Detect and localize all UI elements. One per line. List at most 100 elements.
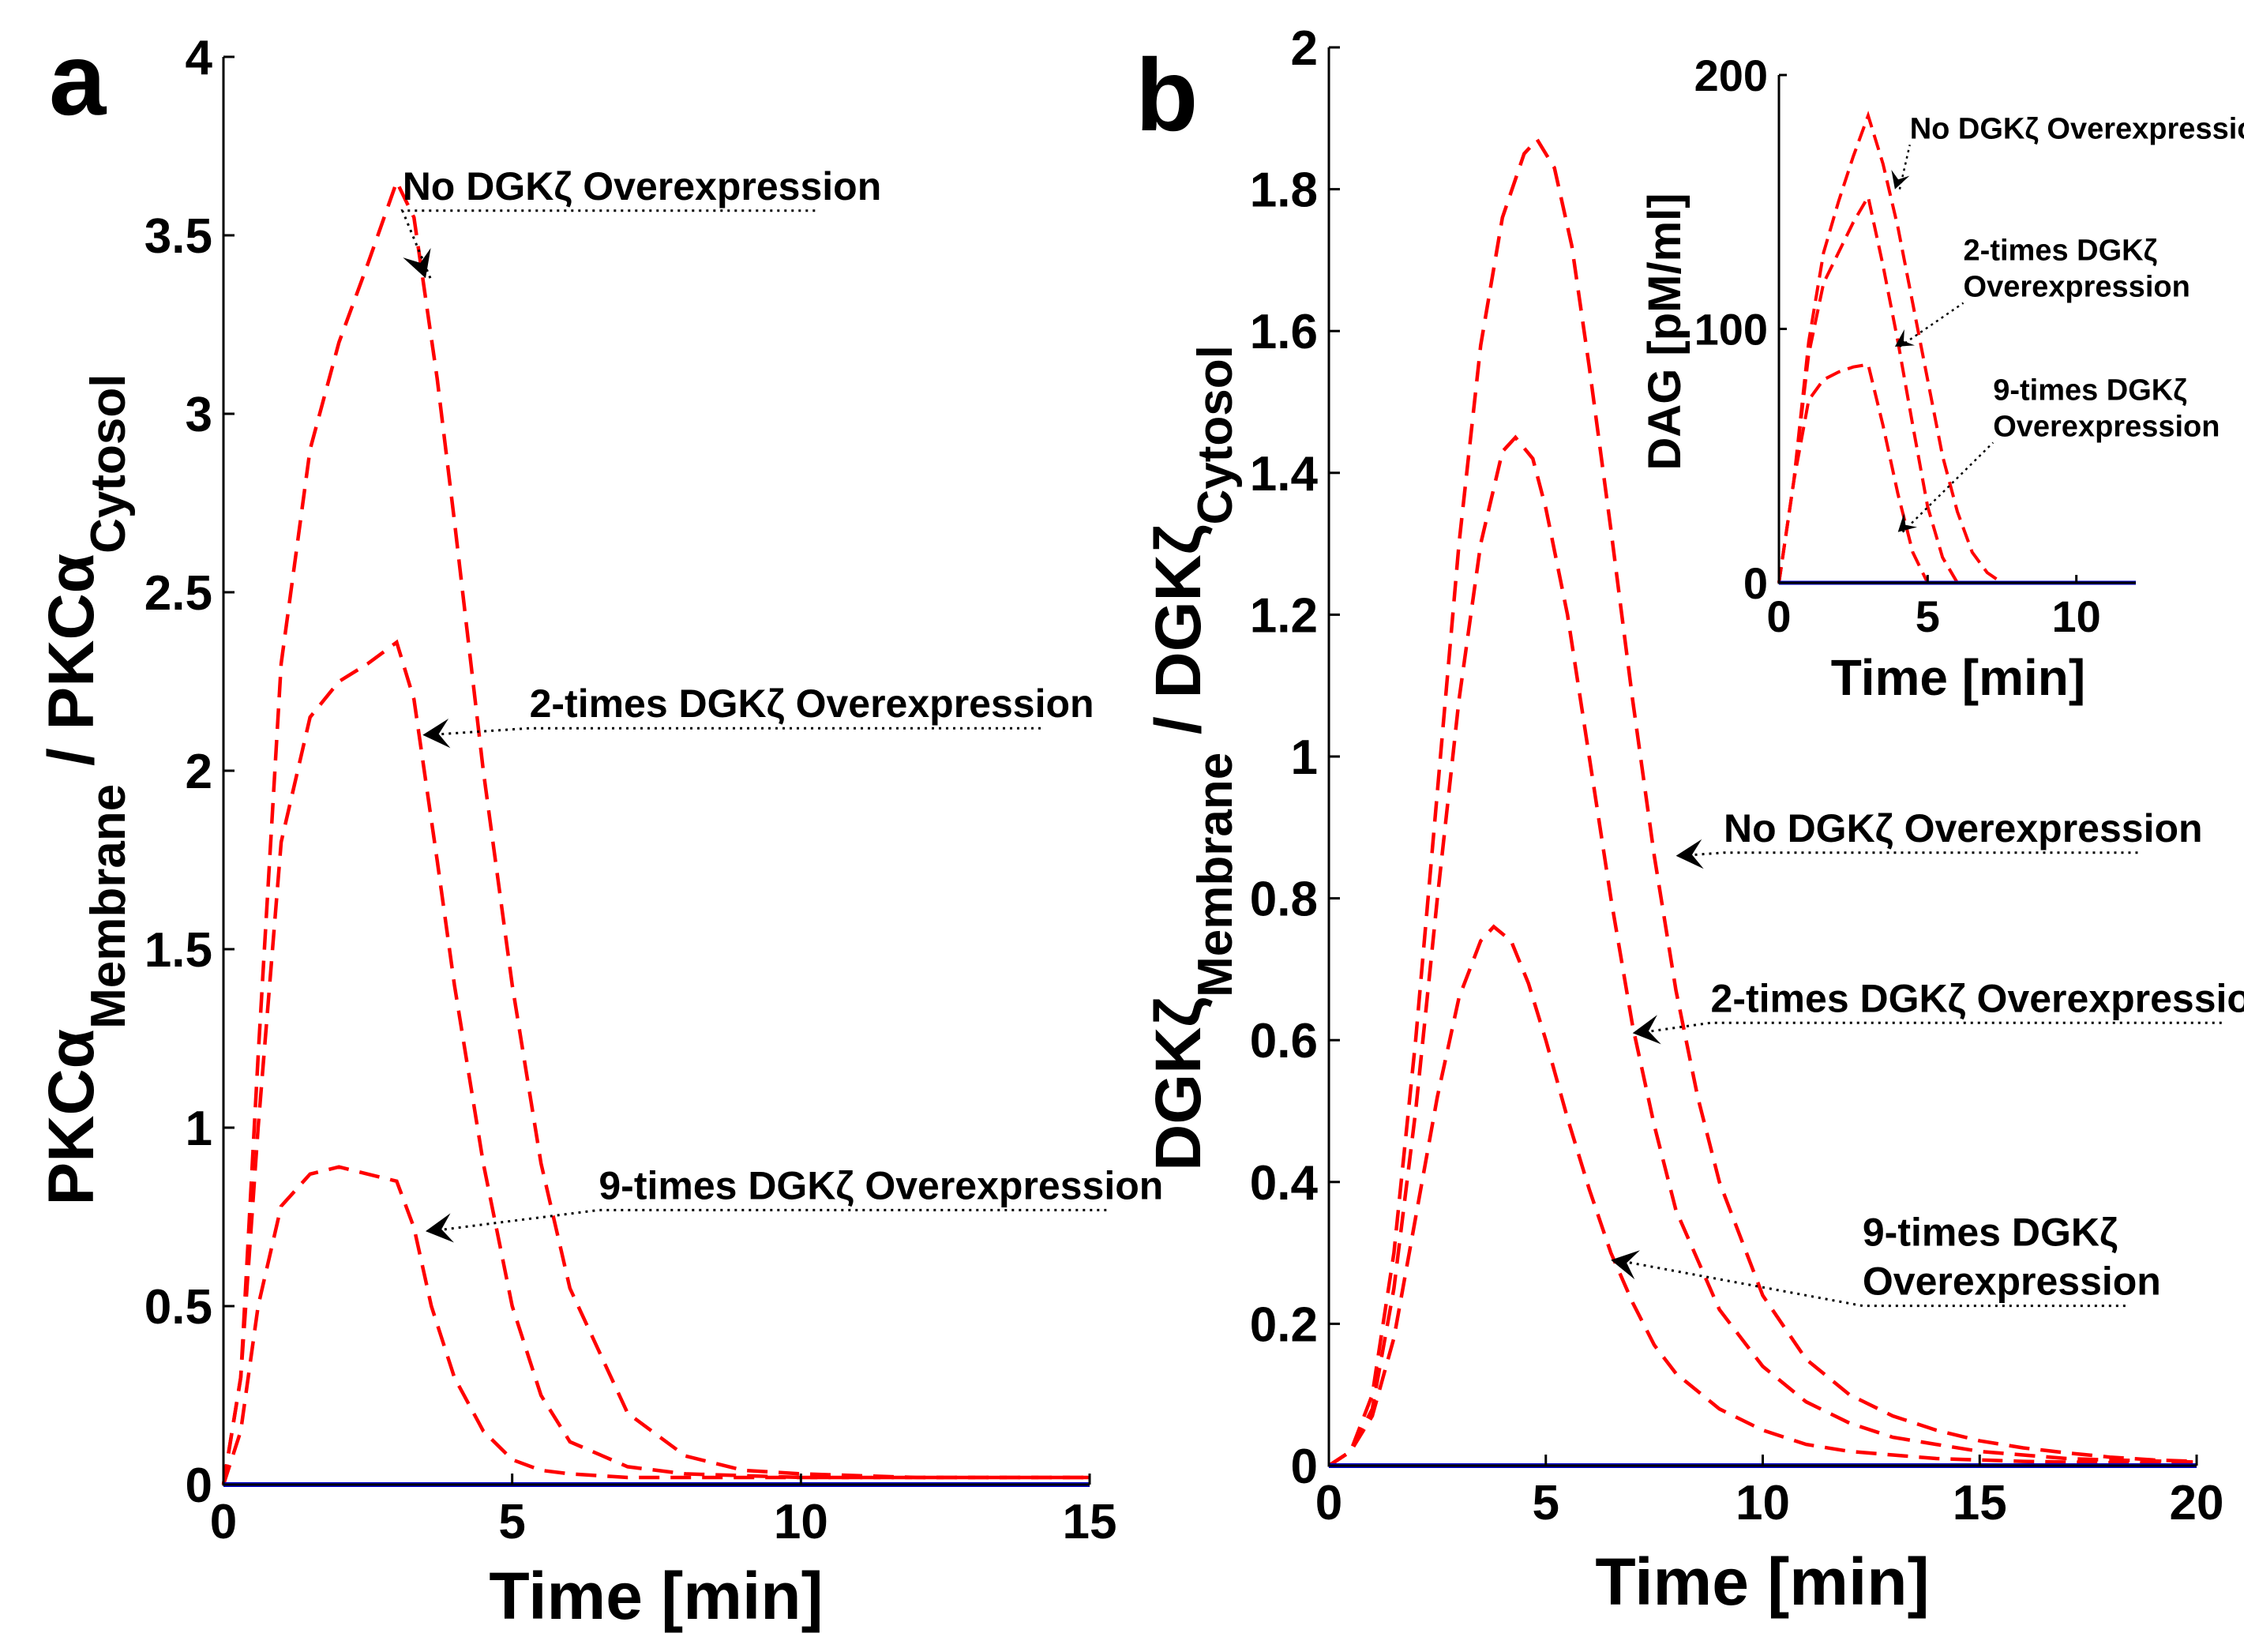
- panel-a-series-9-times-dgk-overexpression: [221, 1165, 1090, 1485]
- panel-b-y-tick-label: 0.8: [1250, 873, 1318, 927]
- panel-b-ylabel-main1: DGKζ: [1143, 997, 1214, 1171]
- panel-a-x-tick-label: 0: [210, 1495, 237, 1549]
- inset-y-tick-label: 100: [1694, 305, 1768, 355]
- panel-a-y-axis-title: PKCαMembrane / PKCαCytosol: [36, 374, 136, 1206]
- inset-annotation-line: Overexpression: [1993, 411, 2220, 444]
- panel-a-annotations: No DGKζ Overexpression 2-times DGKζ Overe…: [400, 164, 1163, 1243]
- panel-b-annotation-no-dgk-overexpression: No DGKζ Overexpression: [1724, 806, 2203, 850]
- panel-b-x-axis-title: Time [min]: [1595, 1545, 1929, 1619]
- panel-b-y-tick-label: 1.6: [1250, 305, 1318, 359]
- panel-b-series-2-times-dgk-overexpression: [1327, 434, 2197, 1467]
- panel-a-ylabel-sub2: Cytosol: [81, 374, 136, 554]
- inset-x-tick-label: 5: [1916, 591, 1940, 641]
- inset-y-ticks: 0 100 200: [1694, 51, 1787, 608]
- inset-annotation-line: 9-times DGKζ: [1993, 374, 2187, 407]
- panel-b-y-tick-label: 0.2: [1250, 1297, 1318, 1352]
- panel-b-x-tick-label: 10: [1736, 1476, 1790, 1530]
- panel-a-y-tick-label: 1.5: [144, 923, 212, 978]
- panel-a-annotation-arrow: [422, 719, 451, 749]
- inset-annotation-leader: [1899, 302, 1964, 348]
- panel-b-y-tick-label: 1: [1291, 730, 1318, 785]
- inset-background: [1777, 71, 2140, 592]
- panel-a-y-tick-label: 0.5: [144, 1280, 212, 1335]
- panel-a-y-tick-label: 0: [186, 1459, 212, 1513]
- inset-x-tick-label: 0: [1766, 591, 1791, 641]
- panel-b-annotation-arrow: [1632, 1015, 1661, 1045]
- inset-y-tick-label: 0: [1743, 558, 1768, 608]
- panel-b-y-tick-label: 0.4: [1250, 1156, 1319, 1211]
- panel-a-y-tick-label: 3: [186, 388, 212, 442]
- panel-b-annotation-leader: [1680, 851, 2141, 858]
- panel-a-series-no-dgk-overexpression: [221, 177, 1090, 1485]
- panel-a-y-tick-label: 3.5: [144, 209, 212, 264]
- panel-b-annotation-2-times-dgk-overexpression: 2-times DGKζ Overexpression: [1711, 976, 2244, 1020]
- panel-b-annotation-arrow: [1675, 839, 1704, 869]
- panel-a-x-axis-title: Time [min]: [489, 1559, 823, 1633]
- panel-b-y-tick-label: 1.4: [1250, 447, 1319, 501]
- panel-a-annotation-arrow: [403, 248, 431, 279]
- panel-a-annotation-2-times-dgk-overexpression: 2-times DGKζ Overexpression: [530, 681, 1094, 726]
- panel-a-annotation-leader: [400, 209, 820, 279]
- panel-a-annotation-no-dgk-overexpression: No DGKζ Overexpression: [403, 164, 882, 208]
- panel-b-ylabel-slash: /: [1143, 698, 1214, 752]
- panel-a-annotation-line: 2-times DGKζ Overexpression: [530, 681, 1094, 726]
- panel-a-y-tick-label: 1: [186, 1102, 212, 1156]
- panel-b-x-tick-label: 15: [1953, 1476, 2007, 1530]
- panel-b-ylabel-main2: DGKζ: [1143, 524, 1214, 698]
- panel-b-y-tick-label: 0: [1291, 1440, 1318, 1494]
- panel-a-series-2-times-dgk-overexpression: [221, 639, 1090, 1485]
- panel-a-y-ticks: 0 0.5 1 1.5 2 2.5 3 3.5 4: [144, 31, 235, 1513]
- panel-a-y-tick-label: 2: [186, 745, 212, 799]
- inset-x-axis-title: Time [min]: [1831, 649, 2085, 706]
- panel-b-annotations: No DGKζ Overexpression 2-times DGKζ Overe…: [1611, 806, 2244, 1308]
- inset-annotation-9-times-dgk-overexpression: 9-times DGKζ Overexpression: [1993, 374, 2220, 444]
- panel-a-letter: a: [49, 21, 107, 137]
- inset-x-ticks: 0 5 10: [1766, 575, 2101, 641]
- panel-b-series-9-times-dgk-overexpression: [1327, 924, 2197, 1467]
- panel-b-y-tick-label: 1.2: [1250, 588, 1318, 643]
- panel-b-annotation-line: 2-times DGKζ Overexpression: [1711, 976, 2244, 1020]
- inset-series-2-times-dgk-overexpression: [1777, 192, 1959, 584]
- inset-annotation-line: No DGKζ Overexpression: [1910, 112, 2244, 145]
- panel-a-ylabel-main2: PKCα: [36, 554, 107, 730]
- panel-b-inset-chart: 0 100 200 0 5 10 Time [min] DAG [pM/ml] No D…: [1639, 51, 2244, 706]
- panel-b-x-tick-label: 20: [2170, 1476, 2224, 1530]
- panel-b-annotation-line: 9-times DGKζ: [1863, 1211, 2118, 1255]
- inset-annotation-arrow: [1891, 170, 1910, 190]
- panel-b-x-ticks: 0 5 10 15 20: [1315, 1455, 2224, 1530]
- inset-y-tick-label: 200: [1694, 51, 1768, 100]
- panel-b-annotation-arrow: [1611, 1250, 1640, 1280]
- panel-b-chart: b 0 0.2 0.4 0.6 0.8 1 1.2 1.4 1.6 1.8 2 0 5 10 15 20 T…: [1135, 21, 2244, 1619]
- panel-a-chart: a 0 0.5 1 1.5 2 2.5 3 3.5 4 0 5 10 15 Time [min] PK…: [36, 21, 1163, 1633]
- inset-annotation-arrow: [1897, 512, 1917, 532]
- inset-annotation-line: 2-times DGKζ: [1964, 235, 2158, 268]
- panel-a-annotation-line: No DGKζ Overexpression: [403, 164, 882, 208]
- panel-b-annotation-line: No DGKζ Overexpression: [1724, 806, 2203, 850]
- panel-a-x-ticks: 0 5 10 15: [210, 1474, 1116, 1549]
- panel-b-x-tick-label: 5: [1533, 1476, 1559, 1530]
- panel-b-annotation-line: Overexpression: [1863, 1260, 2161, 1304]
- panel-a-x-tick-label: 10: [774, 1495, 828, 1549]
- panel-b-ylabel-sub1: Membrane: [1188, 753, 1243, 997]
- panel-a-y-tick-label: 4: [186, 31, 213, 85]
- panel-a-ylabel-main1: PKCα: [36, 1029, 107, 1206]
- panel-a-annotation-9-times-dgk-overexpression: 9-times DGKζ Overexpression: [599, 1163, 1163, 1207]
- panel-b-letter: b: [1135, 37, 1198, 152]
- inset-series-no-dgk-overexpression: [1777, 111, 2003, 584]
- inset-x-tick-label: 10: [2052, 591, 2101, 641]
- panel-a-annotation-line: 9-times DGKζ Overexpression: [599, 1163, 1163, 1207]
- panel-a-x-tick-label: 5: [498, 1495, 525, 1549]
- panel-b-annotation-leader: [1615, 1259, 2128, 1308]
- inset-annotation-no-dgk-overexpression: No DGKζ Overexpression: [1910, 112, 2244, 145]
- inset-annotation-leader: [1901, 441, 1994, 533]
- inset-annotation-arrow: [1894, 329, 1915, 347]
- inset-annotation-line: Overexpression: [1964, 271, 2190, 304]
- panel-b-y-tick-label: 1.8: [1250, 163, 1318, 218]
- panel-b-x-tick-label: 0: [1315, 1476, 1342, 1530]
- panel-a-ylabel-sub1: Membrane: [81, 784, 136, 1029]
- panel-a-annotation-arrow: [426, 1213, 454, 1243]
- inset-y-axis-title: DAG [pM/ml]: [1639, 193, 1691, 470]
- panel-a-ylabel-slash: /: [36, 730, 107, 783]
